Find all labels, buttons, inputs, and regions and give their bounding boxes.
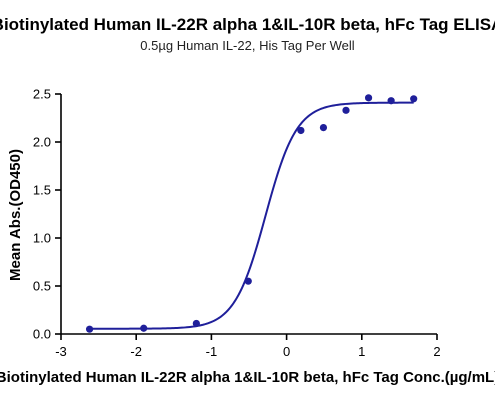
- axes: [60, 94, 437, 335]
- y-axis-ticks: 0.0 0.5 1.0 1.5 2.0 2.5: [33, 87, 61, 342]
- y-tick-label: 0.0: [33, 327, 51, 342]
- y-tick-label: 1.5: [33, 183, 51, 198]
- x-tick-label: 0: [283, 344, 290, 359]
- x-tick-label: -3: [55, 344, 67, 359]
- data-point: [387, 97, 395, 105]
- chart-subtitle: 0.5µg Human IL-22, His Tag Per Well: [140, 38, 354, 53]
- x-tick-label: 2: [433, 344, 440, 359]
- data-point: [410, 95, 418, 103]
- y-axis-label: Mean Abs.(OD450): [7, 149, 24, 281]
- data-point: [244, 277, 252, 285]
- data-point: [85, 325, 94, 333]
- y-tick-label: 2.5: [33, 87, 51, 102]
- data-point: [140, 324, 148, 332]
- data-points: [85, 94, 418, 333]
- x-tick-label: -1: [206, 344, 218, 359]
- x-axis-ticks: -3 -2 -1 0 1 2: [55, 334, 441, 359]
- data-point: [319, 124, 328, 132]
- x-axis-label: Biotinylated Human IL-22R alpha 1&IL-10R…: [0, 369, 495, 386]
- data-point: [342, 106, 350, 114]
- fit-curve: [89, 101, 414, 330]
- y-tick-label: 2.0: [33, 135, 51, 150]
- x-tick-label: -2: [130, 344, 142, 359]
- y-tick-label: 0.5: [33, 279, 51, 294]
- data-point: [192, 319, 200, 328]
- data-point: [364, 94, 373, 102]
- chart-title: Biotinylated Human IL-22R alpha 1&IL-10R…: [0, 15, 495, 34]
- data-point: [297, 126, 305, 135]
- y-tick-label: 1.0: [33, 231, 51, 246]
- x-tick-label: 1: [358, 344, 365, 359]
